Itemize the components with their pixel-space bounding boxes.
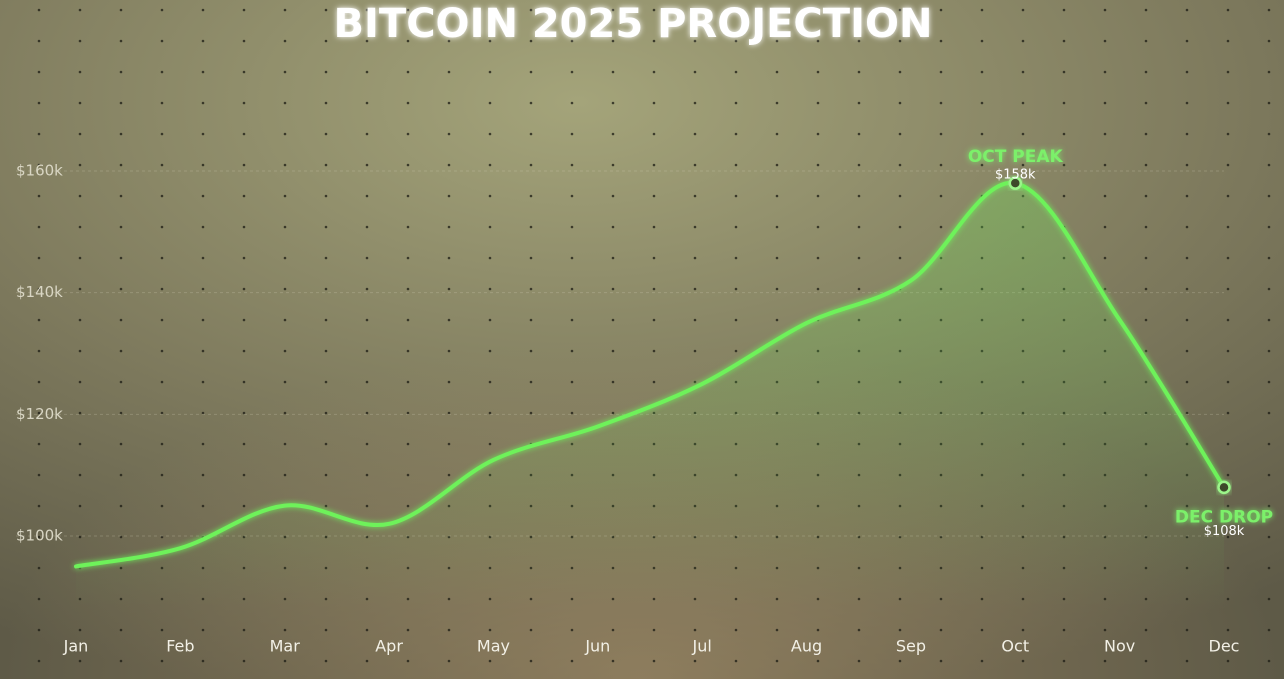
x-tick-label: Apr xyxy=(375,637,403,656)
x-tick-label: Aug xyxy=(791,637,822,656)
y-tick-label: $120k xyxy=(16,405,63,423)
x-tick-label: Jan xyxy=(63,637,89,656)
y-tick-label: $140k xyxy=(16,283,63,301)
x-tick-label: Sep xyxy=(896,637,926,656)
chart-title: BITCOIN 2025 PROJECTION xyxy=(334,1,933,47)
annotation-label: OCT PEAK xyxy=(968,147,1064,167)
annotation-marker xyxy=(1217,480,1231,495)
x-tick-label: Feb xyxy=(166,637,194,656)
annotation-value: $158k xyxy=(995,168,1036,183)
x-tick-label: Oct xyxy=(1001,637,1029,656)
x-tick-label: Jun xyxy=(584,637,610,656)
annotation-label: DEC DROP xyxy=(1175,507,1273,527)
x-tick-label: May xyxy=(477,637,510,656)
line-area xyxy=(76,182,1224,609)
annotation-marker xyxy=(1008,176,1023,190)
y-tick-label: $160k xyxy=(16,162,63,180)
line xyxy=(74,181,1226,569)
x-tick-label: Mar xyxy=(270,637,301,656)
y-tick-label: $100k xyxy=(16,527,63,545)
x-tick-label: Dec xyxy=(1209,637,1240,656)
annotation-value: $108k xyxy=(1204,524,1245,539)
x-tick-label: Nov xyxy=(1104,637,1135,656)
x-tick-label: Jul xyxy=(692,637,712,656)
